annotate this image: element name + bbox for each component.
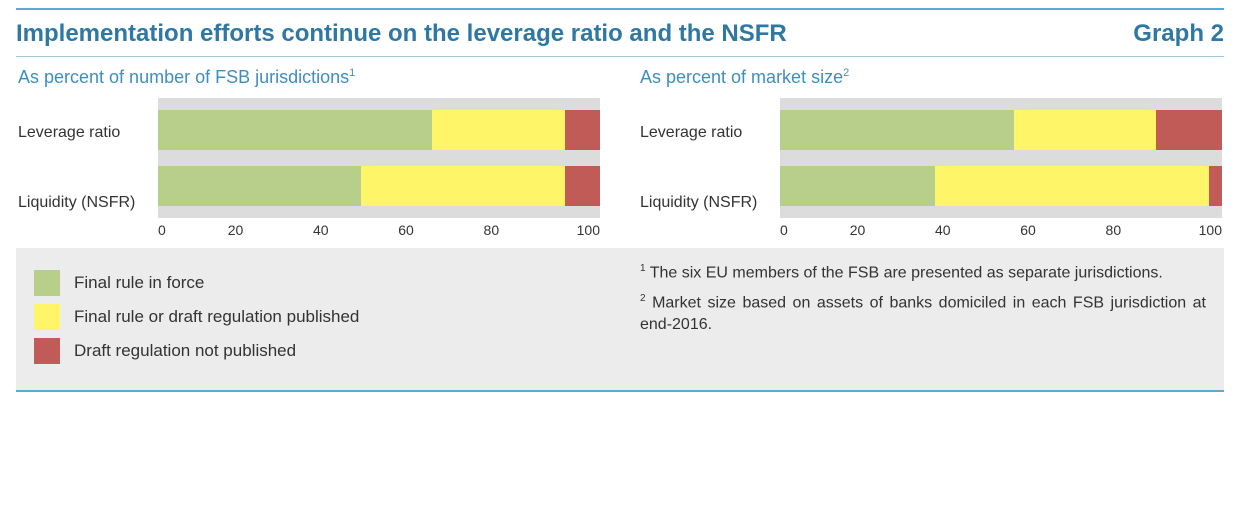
legend-label: Final rule in force — [74, 273, 204, 293]
graph-number: Graph 2 — [1133, 20, 1224, 48]
bar-segment — [780, 166, 935, 206]
panel-title-left: As percent of number of FSB jurisdiction… — [18, 67, 600, 88]
legend: Final rule in force Final rule or draft r… — [34, 262, 600, 372]
footnotes: 1 The six EU members of the FSB are pres… — [640, 262, 1206, 372]
axis-tick: 0 — [780, 222, 788, 238]
panel-title-right: As percent of market size2 — [640, 67, 1222, 88]
footnote-sup: 2 — [640, 293, 646, 304]
bar-segment — [780, 110, 1014, 150]
axis-tick: 20 — [850, 222, 866, 238]
axis-tick: 80 — [484, 222, 500, 238]
axis-tick: 40 — [935, 222, 951, 238]
legend-swatch — [34, 338, 60, 364]
bar-segment — [565, 166, 600, 206]
axis-tick: 60 — [398, 222, 414, 238]
x-axis-right: 0 20 40 60 80 100 — [780, 222, 1222, 238]
bar-segment — [565, 110, 600, 150]
axis-tick: 60 — [1020, 222, 1036, 238]
category-label: Liquidity (NSFR) — [18, 183, 150, 223]
axis-tick: 100 — [577, 222, 600, 238]
category-label: Leverage ratio — [18, 113, 150, 153]
bar-row — [158, 166, 600, 206]
chart-title: Implementation efforts continue on the l… — [16, 20, 787, 48]
category-label: Leverage ratio — [640, 113, 772, 153]
panel-title-text: As percent of market size — [640, 67, 843, 87]
bar-segment — [158, 166, 361, 206]
charts-row: As percent of number of FSB jurisdiction… — [16, 67, 1224, 248]
legend-swatch — [34, 270, 60, 296]
footnote-sup: 1 — [640, 263, 646, 274]
bar-segment — [1014, 110, 1155, 150]
plot-wrap-left: 0 20 40 60 80 100 — [158, 98, 600, 238]
bottom-rule — [16, 390, 1224, 392]
legend-item: Draft regulation not published — [34, 338, 600, 364]
bar-row — [158, 110, 600, 150]
legend-item: Final rule in force — [34, 270, 600, 296]
category-labels-left: Leverage ratio Liquidity (NSFR) — [18, 98, 158, 238]
panel-title-sup: 2 — [843, 67, 849, 79]
top-rule — [16, 8, 1224, 10]
axis-tick: 80 — [1106, 222, 1122, 238]
bar-row — [780, 166, 1222, 206]
chart-panel-left: As percent of number of FSB jurisdiction… — [18, 67, 600, 238]
plot-area-left — [158, 98, 600, 218]
bar-segment — [158, 110, 432, 150]
legend-item: Final rule or draft regulation published — [34, 304, 600, 330]
axis-tick: 40 — [313, 222, 329, 238]
axis-tick: 0 — [158, 222, 166, 238]
legend-label: Final rule or draft regulation published — [74, 307, 359, 327]
x-axis-left: 0 20 40 60 80 100 — [158, 222, 600, 238]
bar-segment — [935, 166, 1209, 206]
chart-body-right: Leverage ratio Liquidity (NSFR) 0 20 40 60 8… — [640, 98, 1222, 238]
bar-segment — [1156, 110, 1222, 150]
plot-wrap-right: 0 20 40 60 80 100 — [780, 98, 1222, 238]
bar-segment — [1209, 166, 1222, 206]
legend-label: Draft regulation not published — [74, 341, 296, 361]
legend-swatch — [34, 304, 60, 330]
bar-row — [780, 110, 1222, 150]
chart-panel-right: As percent of market size2 Leverage rati… — [640, 67, 1222, 238]
plot-area-right — [780, 98, 1222, 218]
axis-tick: 100 — [1199, 222, 1222, 238]
bar-segment — [432, 110, 565, 150]
axis-tick: 20 — [228, 222, 244, 238]
title-row: Implementation efforts continue on the l… — [16, 16, 1224, 56]
footnote: 2 Market size based on assets of banks d… — [640, 292, 1206, 336]
bar-segment — [361, 166, 564, 206]
title-underline — [16, 56, 1224, 57]
footer-box: Final rule in force Final rule or draft r… — [16, 248, 1224, 390]
category-labels-right: Leverage ratio Liquidity (NSFR) — [640, 98, 780, 238]
panel-title-text: As percent of number of FSB jurisdiction… — [18, 67, 349, 87]
panel-title-sup: 1 — [349, 67, 355, 79]
category-label: Liquidity (NSFR) — [640, 183, 772, 223]
chart-body-left: Leverage ratio Liquidity (NSFR) 0 20 40 60 8… — [18, 98, 600, 238]
footnote: 1 The six EU members of the FSB are pres… — [640, 262, 1206, 284]
